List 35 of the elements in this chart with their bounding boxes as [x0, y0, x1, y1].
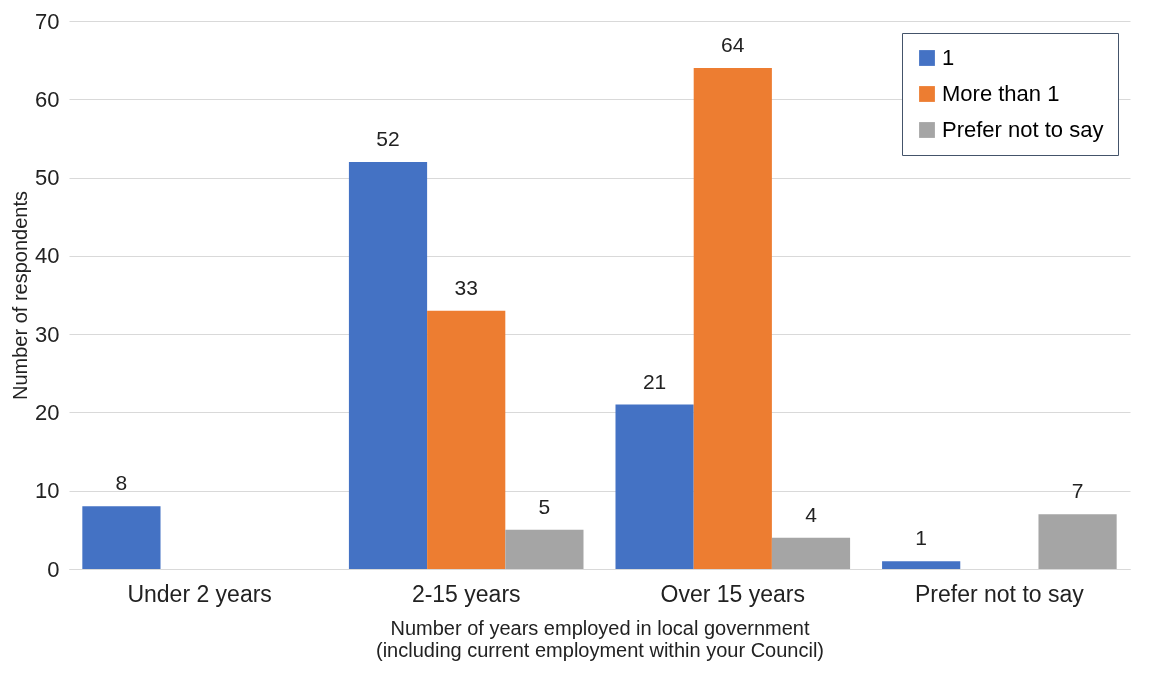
data-label: 4: [805, 502, 818, 526]
bar: [348, 161, 428, 569]
y-tick-label: 20: [35, 399, 60, 425]
legend-label: More than 1: [942, 81, 1060, 106]
y-tick-label: 30: [35, 321, 60, 347]
bar: [771, 537, 851, 569]
bar: [505, 529, 584, 569]
y-tick-label: 50: [35, 165, 60, 191]
data-label: 7: [1071, 479, 1084, 503]
y-tick-label: 40: [35, 243, 60, 269]
bar: [82, 506, 161, 569]
bar: [615, 404, 694, 569]
data-label: 64: [721, 32, 745, 56]
y-tick-label: 10: [35, 478, 60, 504]
y-tick-label: 0: [47, 556, 60, 582]
data-label: 1: [915, 526, 928, 550]
x-tick-label: Prefer not to say: [915, 580, 1085, 607]
bar: [693, 67, 772, 569]
data-label: 5: [538, 494, 551, 518]
bar: [427, 310, 506, 569]
y-axis-title: Number of respondents: [9, 190, 32, 401]
data-label: 33: [454, 275, 478, 299]
x-axis-title: Number of years employed in local government (including current employment within your Council): [376, 616, 824, 661]
bar: [1038, 514, 1117, 569]
data-label: 21: [642, 369, 667, 393]
x-tick-label: Over 15 years: [660, 580, 806, 607]
legend-label: Prefer not to say: [942, 117, 1104, 142]
x-tick-label: Under 2 years: [127, 580, 272, 607]
data-label: 52: [376, 126, 400, 150]
x-tick-label: 2-15 years: [411, 580, 521, 607]
legend-label: 1: [942, 45, 955, 70]
y-tick-label: 70: [35, 8, 60, 34]
y-tick-label: 60: [35, 86, 60, 112]
data-label: 8: [115, 471, 128, 495]
bar: [882, 561, 961, 569]
